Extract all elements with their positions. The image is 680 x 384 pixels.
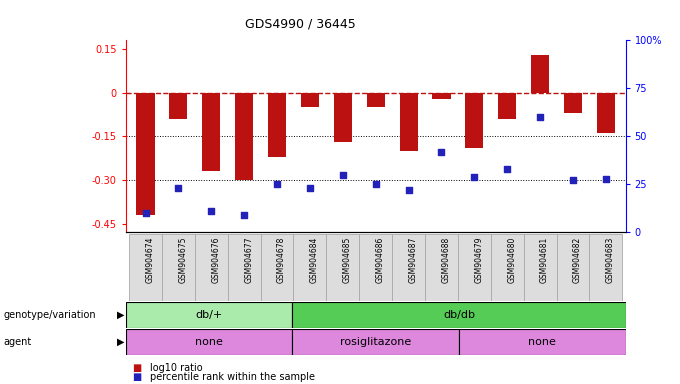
Point xyxy=(568,177,579,184)
Point xyxy=(370,181,381,187)
Bar xyxy=(260,234,294,301)
Text: GSM904677: GSM904677 xyxy=(244,236,253,283)
Bar xyxy=(129,234,162,301)
Point xyxy=(337,172,348,178)
Text: none: none xyxy=(528,337,556,347)
Text: genotype/variation: genotype/variation xyxy=(3,310,96,320)
Bar xyxy=(334,93,352,142)
Text: GSM904675: GSM904675 xyxy=(178,236,188,283)
Point xyxy=(469,174,480,180)
Text: GSM904686: GSM904686 xyxy=(375,236,385,283)
Text: log10 ratio: log10 ratio xyxy=(150,363,202,373)
Text: ■: ■ xyxy=(133,363,142,373)
Text: GSM904676: GSM904676 xyxy=(211,236,220,283)
Bar xyxy=(392,234,425,301)
Point xyxy=(305,185,316,191)
Bar xyxy=(292,329,459,355)
Bar xyxy=(137,93,154,215)
Text: agent: agent xyxy=(3,337,32,347)
Bar xyxy=(531,55,549,93)
Point xyxy=(140,210,151,216)
Bar xyxy=(202,93,220,171)
Text: GDS4990 / 36445: GDS4990 / 36445 xyxy=(245,17,356,30)
Bar xyxy=(126,329,292,355)
Bar xyxy=(268,93,286,157)
Bar xyxy=(432,93,451,99)
Text: none: none xyxy=(195,337,223,347)
Bar xyxy=(564,93,582,113)
Point xyxy=(173,185,184,191)
Point xyxy=(534,114,545,120)
Text: GSM904688: GSM904688 xyxy=(441,236,450,283)
Text: GSM904674: GSM904674 xyxy=(146,236,154,283)
Bar xyxy=(556,234,590,301)
Bar xyxy=(294,234,326,301)
Bar xyxy=(367,93,385,107)
Text: GSM904679: GSM904679 xyxy=(475,236,483,283)
Text: GSM904680: GSM904680 xyxy=(507,236,516,283)
Bar xyxy=(169,93,188,119)
Bar xyxy=(162,234,195,301)
Bar xyxy=(235,93,253,180)
Text: db/+: db/+ xyxy=(195,310,223,320)
Bar xyxy=(400,93,418,151)
Text: GSM904685: GSM904685 xyxy=(343,236,352,283)
Bar xyxy=(590,234,622,301)
Bar xyxy=(292,302,626,328)
Text: ▶: ▶ xyxy=(117,337,124,347)
Text: db/db: db/db xyxy=(443,310,475,320)
Bar xyxy=(126,302,292,328)
Point xyxy=(436,149,447,155)
Text: GSM904684: GSM904684 xyxy=(310,236,319,283)
Point xyxy=(600,175,611,182)
Point xyxy=(271,181,282,187)
Text: GSM904682: GSM904682 xyxy=(573,236,582,283)
Bar xyxy=(524,234,556,301)
Bar xyxy=(498,93,516,119)
Text: rosiglitazone: rosiglitazone xyxy=(340,337,411,347)
Bar xyxy=(458,234,491,301)
Text: ▶: ▶ xyxy=(117,310,124,320)
Text: GSM904683: GSM904683 xyxy=(606,236,615,283)
Point xyxy=(502,166,513,172)
Bar xyxy=(301,93,319,107)
Bar xyxy=(326,234,359,301)
Text: GSM904687: GSM904687 xyxy=(409,236,418,283)
Bar xyxy=(597,93,615,133)
Bar xyxy=(359,234,392,301)
Point xyxy=(206,208,217,214)
Point xyxy=(239,212,250,218)
Text: GSM904678: GSM904678 xyxy=(277,236,286,283)
Bar xyxy=(195,234,228,301)
Bar xyxy=(465,93,483,148)
Text: GSM904681: GSM904681 xyxy=(540,236,549,283)
Bar xyxy=(459,329,626,355)
Bar xyxy=(228,234,260,301)
Text: percentile rank within the sample: percentile rank within the sample xyxy=(150,372,315,382)
Point xyxy=(403,187,414,193)
Text: ■: ■ xyxy=(133,372,142,382)
Bar xyxy=(491,234,524,301)
Bar xyxy=(425,234,458,301)
